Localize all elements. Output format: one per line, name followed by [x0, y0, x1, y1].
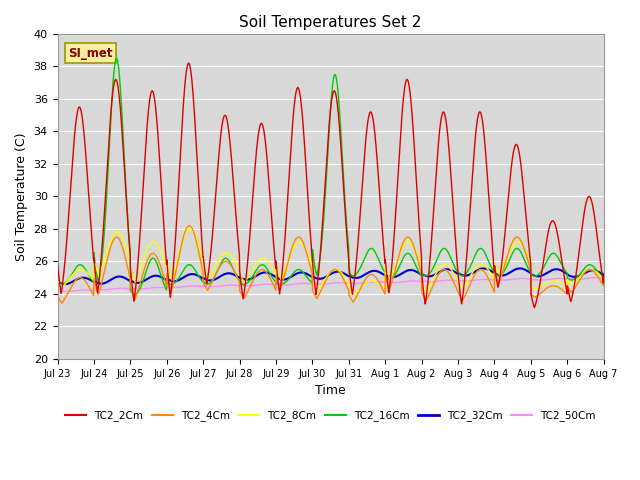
Text: SI_met: SI_met [68, 47, 113, 60]
X-axis label: Time: Time [316, 384, 346, 397]
Y-axis label: Soil Temperature (C): Soil Temperature (C) [15, 132, 28, 261]
Title: Soil Temperatures Set 2: Soil Temperatures Set 2 [239, 15, 422, 30]
Legend: TC2_2Cm, TC2_4Cm, TC2_8Cm, TC2_16Cm, TC2_32Cm, TC2_50Cm: TC2_2Cm, TC2_4Cm, TC2_8Cm, TC2_16Cm, TC2… [61, 407, 600, 426]
